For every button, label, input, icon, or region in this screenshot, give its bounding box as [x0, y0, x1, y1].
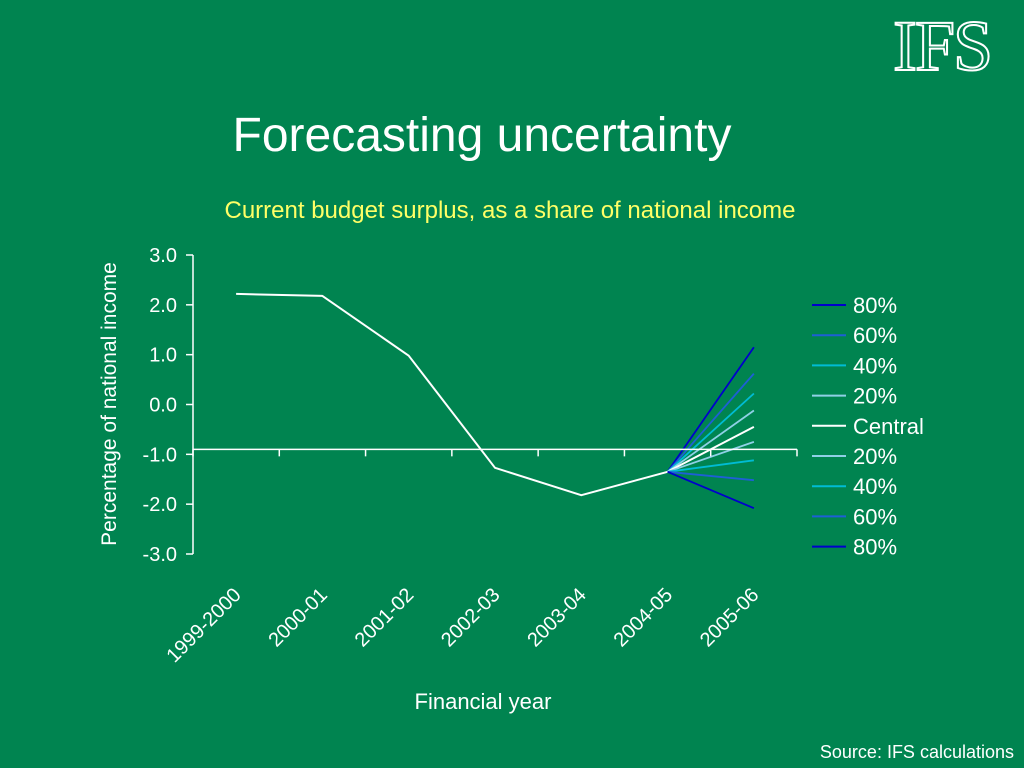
series-line — [666, 392, 755, 473]
legend-label: 80% — [853, 293, 897, 318]
x-tick-label: 2004-05 — [610, 584, 677, 651]
series-line — [667, 470, 755, 510]
x-tick-label: 2002-03 — [437, 584, 504, 651]
source-note: Source: IFS calculations — [819, 742, 1014, 762]
legend-label: 60% — [853, 504, 897, 529]
y-ticks: 3.0 2.0 1.0 0.0 -1.0 -2.0 -3.0 — [143, 245, 193, 566]
series-line — [667, 441, 755, 473]
x-tick-label: 1999-2000 — [162, 584, 245, 667]
y-tick-label: -3.0 — [143, 544, 177, 566]
series-line — [667, 470, 754, 482]
legend-label: 40% — [853, 353, 897, 378]
chart-title: Current budget surplus, as a share of na… — [224, 197, 796, 224]
legend-label: 80% — [853, 535, 897, 560]
y-tick-label: -1.0 — [143, 444, 177, 466]
x-tick-label: 2001-02 — [351, 584, 418, 651]
y-axis-label: Percentage of national income — [98, 262, 121, 546]
legend-label: 40% — [853, 474, 897, 499]
x-axis-label: Financial year — [415, 689, 552, 714]
y-tick-label: 1.0 — [149, 345, 177, 367]
x-tick-label: 2005-06 — [696, 584, 763, 651]
ifs-logo: IFS — [892, 6, 994, 86]
series-line — [666, 346, 755, 473]
y-tick-label: 3.0 — [149, 245, 177, 267]
legend-label: 60% — [853, 323, 897, 348]
page-title: Forecasting uncertainty — [232, 109, 732, 162]
series-line — [667, 409, 755, 473]
legend-label: Central — [853, 414, 924, 439]
y-tick-label: 2.0 — [149, 295, 177, 317]
x-tick-label: 2000-01 — [265, 584, 332, 651]
legend: 80% 60% 40% 20% Central 20% 40% 60% 80% — [812, 293, 924, 560]
y-tick-label: -2.0 — [143, 494, 177, 516]
series-line — [667, 459, 755, 473]
legend-label: 20% — [853, 384, 897, 409]
y-tick-label: 0.0 — [149, 395, 177, 417]
legend-label: 20% — [853, 444, 897, 469]
plot-lines — [236, 292, 755, 510]
x-ticks: 1999-2000 2000-01 2001-02 2002-03 2003-04 200… — [162, 449, 798, 667]
x-tick-label: 2003-04 — [523, 584, 590, 651]
series-line — [666, 373, 755, 473]
